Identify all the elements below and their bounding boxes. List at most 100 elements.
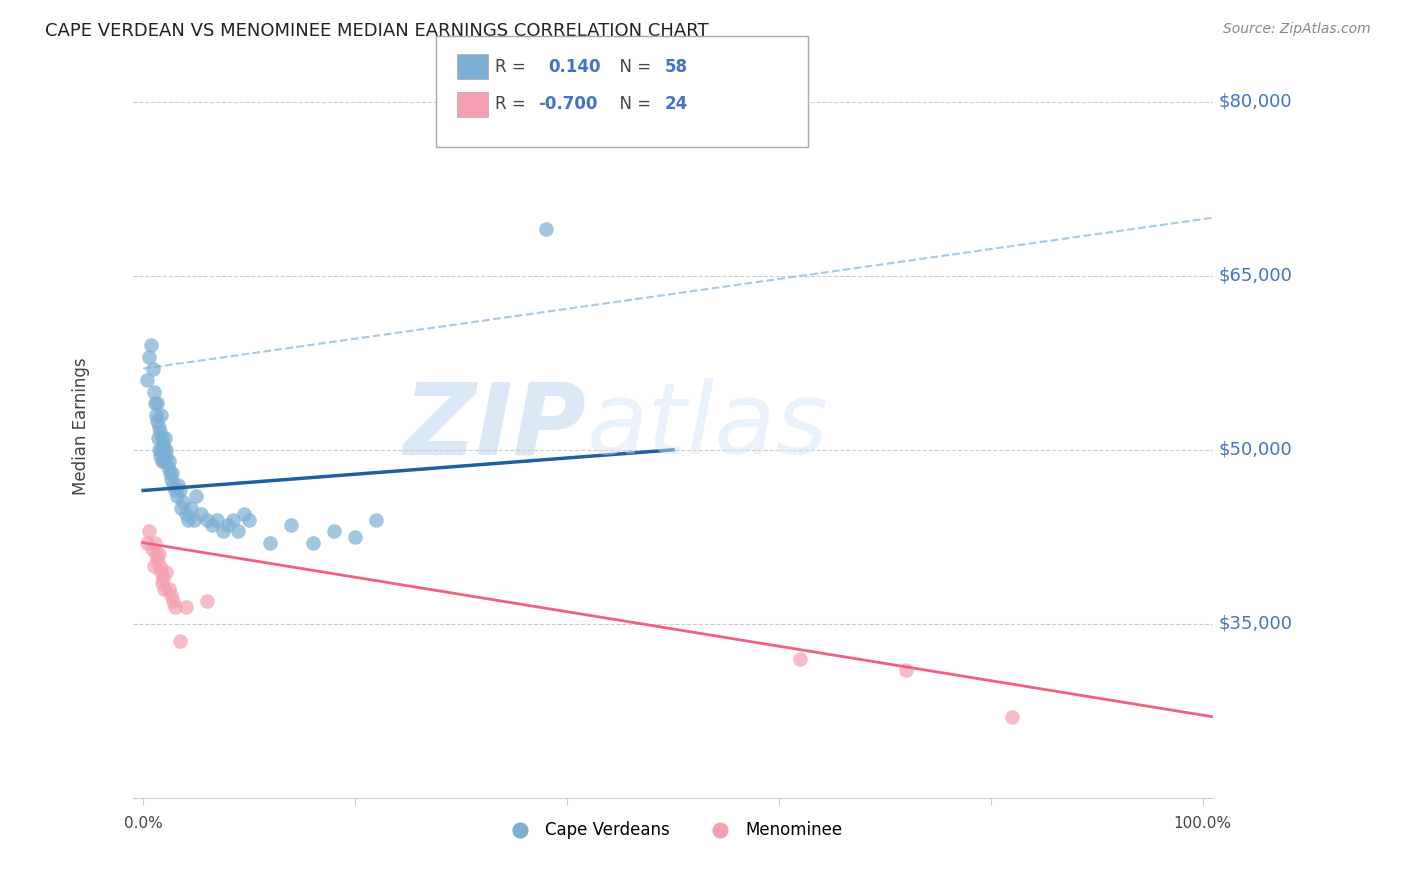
Text: CAPE VERDEAN VS MENOMINEE MEDIAN EARNINGS CORRELATION CHART: CAPE VERDEAN VS MENOMINEE MEDIAN EARNING… — [45, 22, 709, 40]
Text: -0.700: -0.700 — [538, 95, 598, 113]
Text: N =: N = — [609, 58, 657, 76]
Point — [142, 361, 165, 376]
Point — [162, 594, 184, 608]
Point — [207, 512, 229, 526]
Point — [155, 565, 177, 579]
Point — [149, 558, 172, 573]
Point — [157, 454, 180, 468]
Point — [148, 442, 170, 457]
Point — [136, 535, 159, 549]
Point — [143, 535, 166, 549]
Point — [157, 582, 180, 597]
Point — [894, 664, 917, 678]
Point — [150, 454, 173, 468]
Point — [153, 442, 176, 457]
Point — [280, 518, 302, 533]
Point — [153, 582, 176, 597]
Point — [344, 530, 367, 544]
Point — [149, 425, 172, 440]
Point — [201, 518, 224, 533]
Text: $65,000: $65,000 — [1219, 267, 1292, 285]
Point — [169, 483, 191, 498]
Point — [222, 512, 245, 526]
Point — [366, 512, 388, 526]
Text: 0.0%: 0.0% — [124, 815, 163, 830]
Point — [184, 489, 207, 503]
Point — [183, 512, 205, 526]
Point — [211, 524, 233, 538]
Point — [150, 442, 173, 457]
Point — [149, 449, 172, 463]
Text: 0.140: 0.140 — [548, 58, 600, 76]
Point — [163, 483, 186, 498]
Text: 58: 58 — [665, 58, 688, 76]
Point — [138, 350, 160, 364]
Text: Source: ZipAtlas.com: Source: ZipAtlas.com — [1223, 22, 1371, 37]
Point — [162, 477, 184, 491]
Point — [322, 524, 344, 538]
Point — [146, 431, 169, 445]
Point — [148, 419, 170, 434]
Point — [139, 338, 162, 352]
Text: $80,000: $80,000 — [1219, 93, 1292, 111]
Point — [155, 431, 177, 445]
Point — [176, 512, 198, 526]
Text: 100.0%: 100.0% — [1174, 815, 1232, 830]
Point — [169, 634, 191, 648]
Point — [789, 652, 811, 666]
Point — [167, 477, 190, 491]
Point — [142, 384, 165, 399]
Point — [160, 466, 183, 480]
Point — [143, 396, 166, 410]
Point — [172, 495, 194, 509]
Point — [141, 541, 163, 556]
Point — [153, 454, 176, 468]
Point — [159, 472, 181, 486]
Point — [142, 558, 165, 573]
Text: N =: N = — [609, 95, 657, 113]
Point — [159, 588, 181, 602]
Text: $50,000: $50,000 — [1219, 441, 1292, 458]
Point — [155, 442, 177, 457]
Text: R =: R = — [495, 58, 536, 76]
Point — [150, 408, 173, 422]
Point — [163, 599, 186, 614]
Point — [146, 396, 169, 410]
Point — [174, 507, 197, 521]
Point — [217, 518, 239, 533]
Point — [148, 547, 170, 561]
Point — [534, 222, 557, 236]
Point — [170, 500, 193, 515]
Point — [150, 576, 173, 591]
Text: $35,000: $35,000 — [1219, 615, 1292, 633]
Point — [150, 565, 173, 579]
Point — [232, 507, 254, 521]
Point — [152, 437, 174, 451]
Point — [136, 373, 159, 387]
Point — [195, 594, 218, 608]
Point — [190, 507, 212, 521]
Point — [150, 431, 173, 445]
Text: 24: 24 — [665, 95, 689, 113]
Text: Median Earnings: Median Earnings — [72, 358, 90, 495]
Point — [145, 547, 167, 561]
Point — [146, 553, 169, 567]
Point — [152, 570, 174, 584]
Point — [180, 500, 202, 515]
Point — [174, 599, 197, 614]
Text: R =: R = — [495, 95, 531, 113]
Point — [155, 449, 177, 463]
Point — [146, 414, 169, 428]
Point — [301, 535, 323, 549]
Point — [195, 512, 218, 526]
Legend: Cape Verdeans, Menominee: Cape Verdeans, Menominee — [496, 814, 849, 846]
Point — [145, 408, 167, 422]
Point — [238, 512, 260, 526]
Point — [228, 524, 250, 538]
Point — [1001, 710, 1024, 724]
Text: atlas: atlas — [586, 378, 828, 475]
Text: ZIP: ZIP — [404, 378, 586, 475]
Point — [156, 460, 179, 475]
Point — [259, 535, 281, 549]
Point — [138, 524, 160, 538]
